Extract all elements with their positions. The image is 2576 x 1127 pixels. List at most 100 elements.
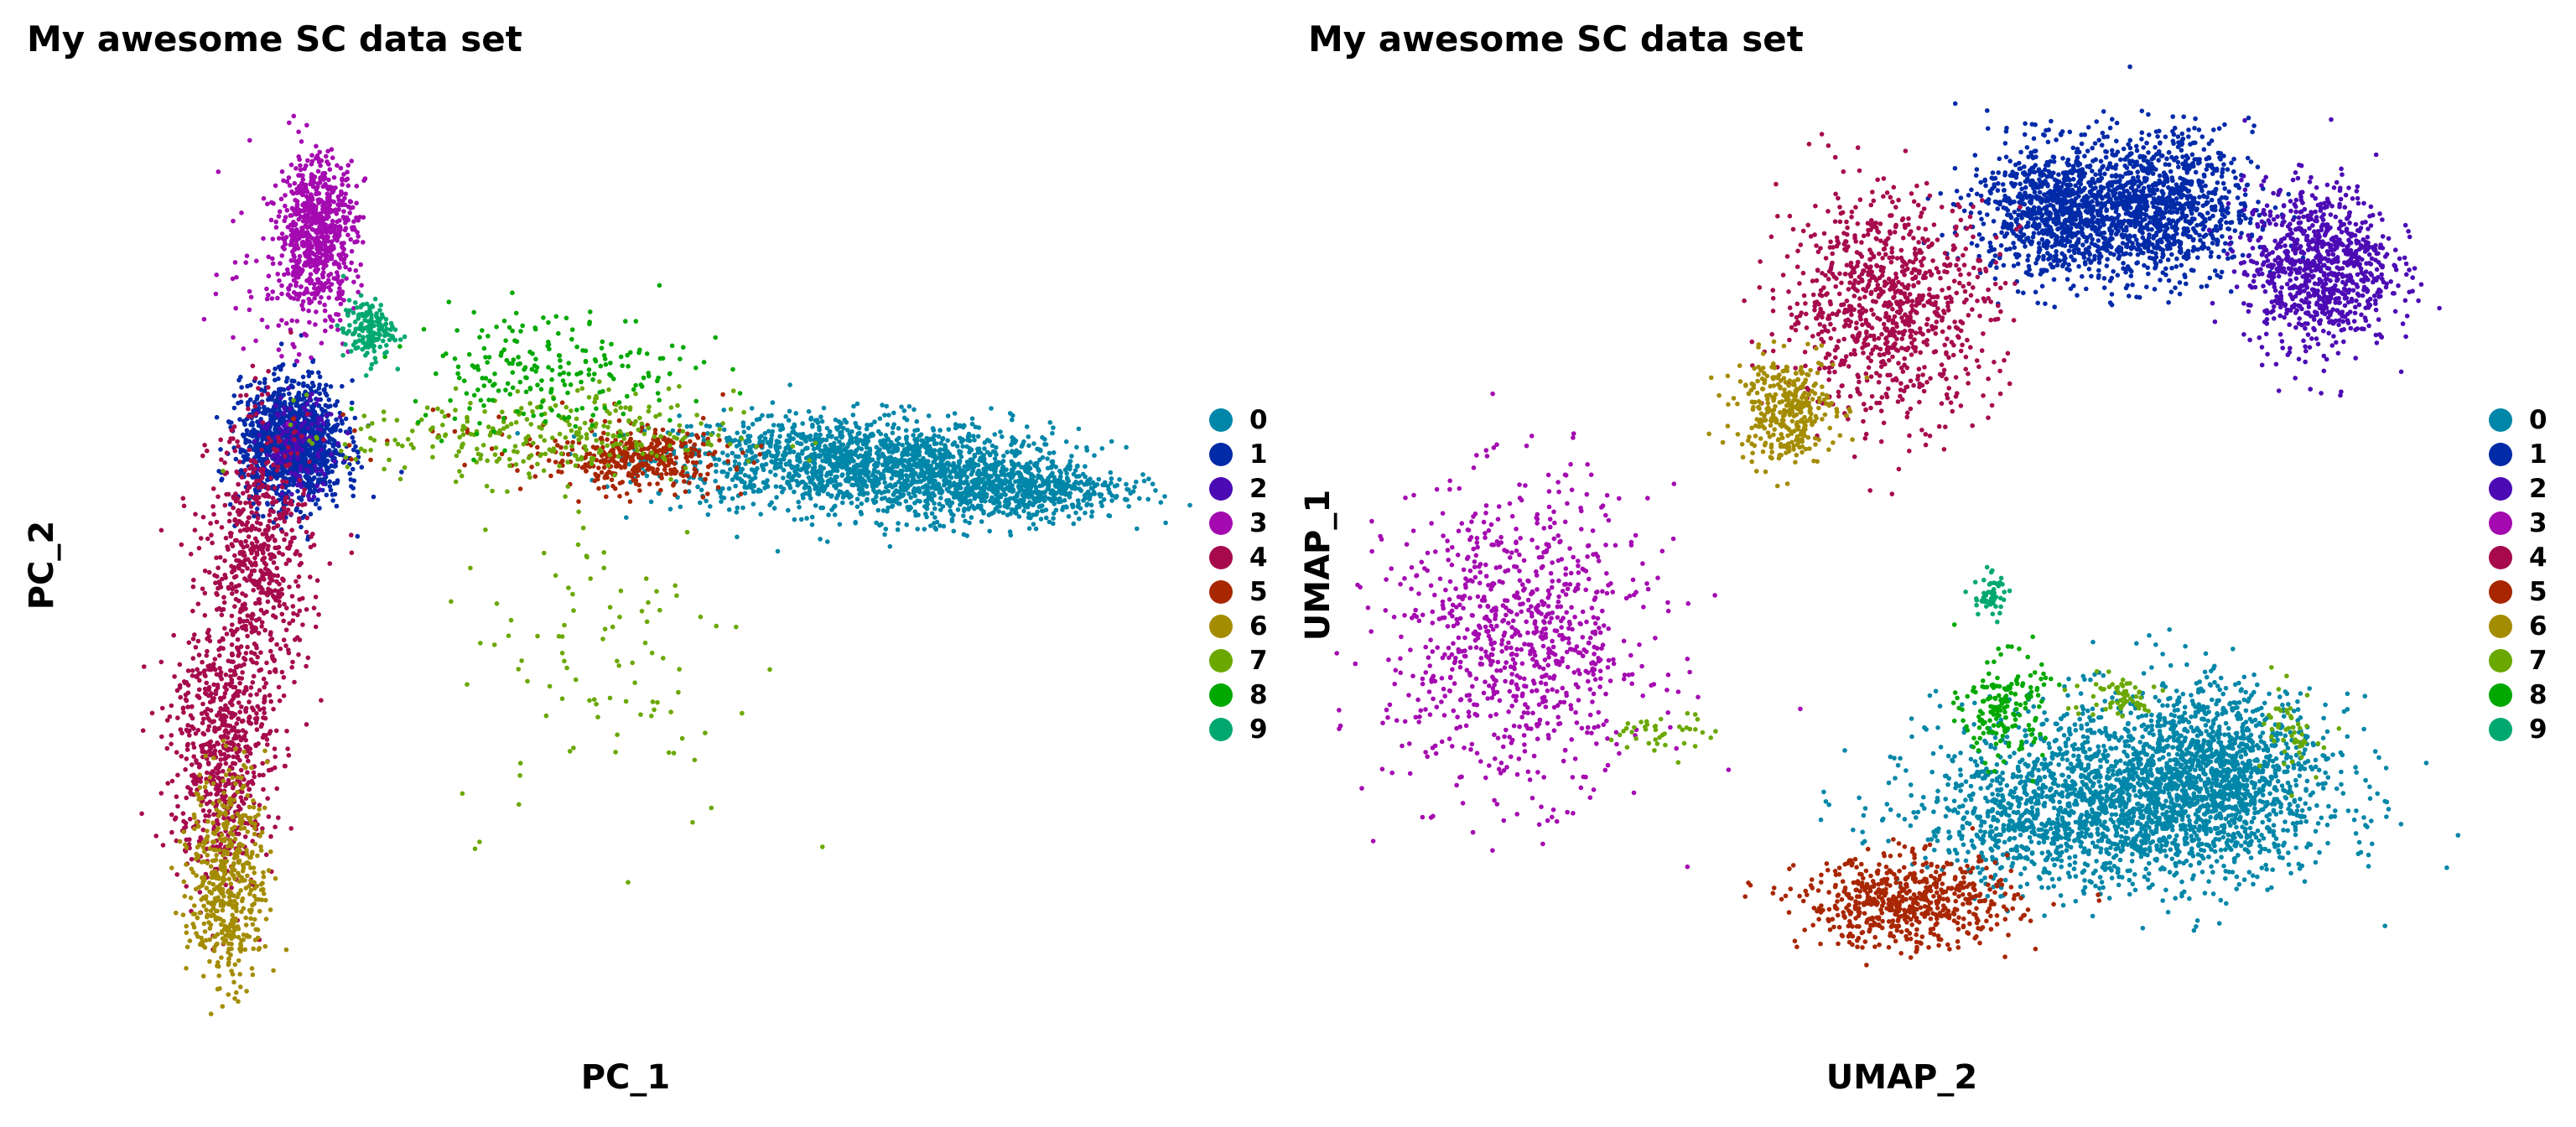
point (311, 605, 317, 610)
point (1015, 493, 1020, 499)
point (882, 468, 888, 473)
point (749, 449, 755, 455)
point (1015, 462, 1021, 467)
point (279, 291, 284, 297)
point (332, 491, 338, 497)
point (812, 461, 818, 466)
point (1019, 444, 1025, 449)
point (720, 486, 725, 491)
point (721, 408, 726, 413)
point (252, 400, 257, 405)
point (885, 460, 890, 465)
point (241, 491, 246, 496)
point (774, 453, 780, 459)
point (806, 485, 812, 491)
point (309, 162, 314, 167)
point (359, 465, 365, 470)
point (271, 462, 276, 468)
point (749, 406, 755, 411)
point (347, 470, 353, 476)
point (783, 462, 789, 467)
point (1109, 480, 1114, 486)
point (299, 226, 304, 231)
point (1078, 480, 1083, 485)
point (806, 408, 812, 414)
point (948, 503, 953, 509)
point (306, 206, 311, 211)
point (262, 577, 267, 582)
point (736, 454, 741, 460)
point (1021, 508, 1026, 514)
point (819, 418, 825, 424)
point (331, 174, 337, 180)
point (845, 460, 851, 465)
point (880, 453, 886, 458)
point (1057, 496, 1062, 501)
point (817, 441, 822, 447)
point (867, 452, 873, 457)
point (837, 489, 842, 494)
point (330, 498, 335, 503)
point (311, 291, 317, 296)
point (288, 456, 293, 461)
point (214, 414, 220, 420)
point (314, 143, 319, 149)
point (238, 393, 243, 398)
point (1043, 442, 1049, 447)
point (840, 442, 846, 448)
point (841, 425, 846, 431)
point (771, 454, 776, 459)
point (1083, 510, 1088, 516)
point (1040, 476, 1045, 482)
point (1132, 484, 1137, 490)
point (834, 427, 840, 432)
point (927, 467, 932, 473)
point (351, 279, 356, 285)
point (296, 129, 301, 134)
point (240, 602, 246, 608)
point (312, 475, 317, 480)
point (269, 408, 275, 413)
point (249, 510, 255, 515)
point (330, 469, 335, 475)
point (282, 218, 288, 224)
point (193, 512, 198, 517)
point (861, 437, 867, 443)
point (330, 318, 335, 324)
point (261, 544, 266, 550)
point (243, 538, 248, 544)
point (743, 453, 749, 459)
point (285, 225, 291, 230)
point (343, 191, 349, 196)
point (927, 480, 932, 486)
point (325, 279, 331, 285)
point (351, 486, 356, 491)
point (914, 464, 919, 470)
point (928, 474, 933, 479)
point (894, 438, 900, 443)
point (345, 163, 351, 168)
point (347, 267, 352, 273)
point (1052, 475, 1057, 480)
point (832, 512, 838, 517)
point (951, 512, 956, 518)
point (1063, 492, 1068, 497)
point (724, 435, 730, 441)
point (286, 557, 291, 563)
point (299, 180, 304, 186)
point (230, 591, 235, 596)
point (707, 423, 713, 429)
point (226, 419, 231, 424)
point (797, 459, 802, 465)
point (750, 489, 756, 494)
point (1071, 521, 1077, 527)
point (299, 447, 305, 453)
point (279, 169, 285, 174)
point (344, 253, 349, 258)
point (284, 605, 289, 610)
point (262, 610, 267, 616)
point (315, 451, 320, 456)
point (349, 158, 355, 164)
point (714, 469, 719, 475)
point (832, 483, 837, 489)
